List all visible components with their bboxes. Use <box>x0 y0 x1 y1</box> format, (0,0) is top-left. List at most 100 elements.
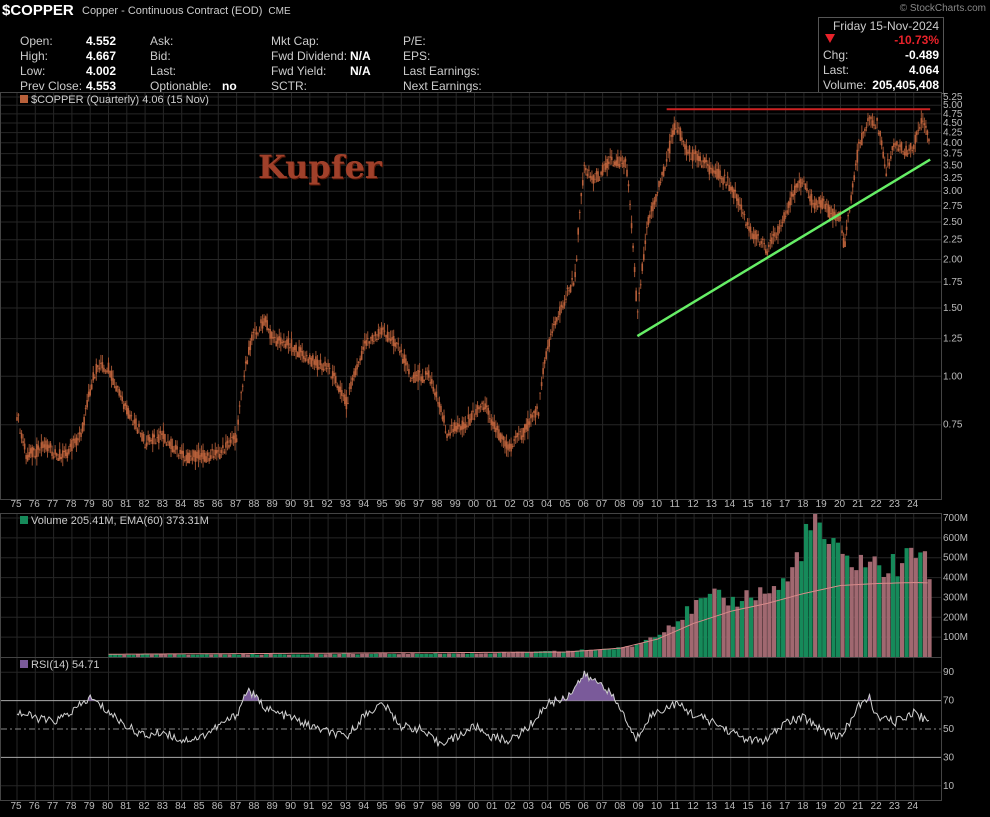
x-tick-label: 14 <box>724 499 736 510</box>
price-candle <box>452 428 454 433</box>
volume-panel[interactable] <box>0 504 942 658</box>
quote-date: Friday 15-Nov-2024 <box>832 19 939 33</box>
price-candle <box>229 439 232 443</box>
volume-bar <box>721 597 726 657</box>
price-candle <box>395 342 398 344</box>
price-candle <box>653 200 656 205</box>
price-candle <box>665 159 668 162</box>
price-candle <box>481 402 483 405</box>
price-candle <box>717 168 720 178</box>
price-axis: 5.255.004.754.504.254.003.753.50 3.25 3.00… <box>943 92 963 431</box>
price-candle <box>25 455 27 459</box>
price-candle <box>766 251 769 255</box>
volume-bar <box>286 654 292 657</box>
price-candle <box>124 403 127 406</box>
price-candle <box>78 432 81 435</box>
price-candle <box>752 234 755 240</box>
price-candle <box>63 450 66 452</box>
price-candle <box>325 367 328 370</box>
rsi-panel[interactable] <box>0 657 942 801</box>
price-candle <box>815 199 817 206</box>
price-candle <box>798 180 801 184</box>
price-candle <box>269 329 271 339</box>
price-candle <box>286 339 288 346</box>
price-candle <box>876 117 878 121</box>
volume-bar <box>781 578 786 657</box>
x-tick-label: 82 <box>138 801 150 812</box>
eps-label: EPS: <box>403 49 431 63</box>
x-tick-label: 80 <box>101 499 114 510</box>
volume-bar <box>767 593 772 657</box>
x-tick-label: 22 <box>870 499 882 510</box>
price-candle <box>455 426 457 432</box>
price-candle <box>490 419 493 426</box>
price-candle <box>334 376 337 383</box>
price-candle <box>257 333 259 335</box>
prevclose-label: Prev Close: <box>20 79 83 93</box>
price-candle <box>768 244 770 247</box>
price-candle <box>48 445 50 449</box>
volume-bar <box>607 648 612 657</box>
price-candle <box>97 365 99 368</box>
price-candle <box>827 204 830 218</box>
volume-bar <box>149 654 154 657</box>
price-candle <box>607 161 610 165</box>
price-candle <box>746 222 749 225</box>
price-candle <box>61 450 64 458</box>
price-candle <box>915 131 918 136</box>
volume-bar <box>698 598 703 657</box>
price-candle <box>787 201 790 208</box>
volume-bar <box>506 652 511 657</box>
price-candle <box>49 443 52 448</box>
price-candle <box>821 198 823 210</box>
price-candle <box>496 425 499 431</box>
x-tick-label: 98 <box>431 801 443 812</box>
price-candle <box>886 159 889 161</box>
price-candle <box>316 359 319 370</box>
volume-bar <box>469 653 475 657</box>
price-candle <box>292 347 294 352</box>
x-tick-label: 18 <box>797 801 809 812</box>
volume-bar <box>657 634 662 657</box>
price-candle <box>600 171 602 175</box>
price-candle <box>900 142 903 151</box>
price-candle <box>331 371 334 379</box>
price-candle <box>707 163 709 166</box>
price-candle <box>165 444 168 446</box>
price-candle <box>816 205 819 208</box>
x-tick-label: 92 <box>321 801 333 812</box>
price-candle <box>871 120 874 126</box>
price-candle <box>193 450 195 458</box>
price-candle <box>685 145 688 155</box>
price-candle <box>919 127 921 129</box>
price-candle <box>437 402 439 404</box>
price-candle <box>171 445 174 453</box>
price-panel[interactable] <box>0 92 942 500</box>
volume-bar <box>826 543 831 657</box>
price-candle <box>537 412 540 417</box>
price-candle <box>818 196 820 204</box>
price-candle <box>142 433 145 442</box>
price-candle <box>836 217 839 219</box>
price-candle <box>568 290 570 292</box>
price-candle <box>682 140 685 142</box>
volume-bar <box>529 652 534 657</box>
price-candle <box>109 370 111 378</box>
price-candle <box>388 338 390 340</box>
price-candle <box>789 197 791 206</box>
price-candle <box>589 175 592 179</box>
price-candle <box>17 414 20 416</box>
volume-bar <box>776 589 781 657</box>
price-candle <box>467 414 470 419</box>
stockcharts-credit[interactable]: © StockCharts.com <box>899 3 986 14</box>
price-candle <box>533 410 535 414</box>
price-candle <box>182 450 185 458</box>
price-candle <box>545 351 547 359</box>
price-candle <box>703 157 706 164</box>
x-tick-label: 83 <box>156 499 168 510</box>
x-tick-label: 87 <box>230 801 242 812</box>
price-candle <box>173 449 175 453</box>
volume-bar <box>442 653 447 657</box>
volume-bar <box>172 654 177 657</box>
price-candle <box>429 381 432 384</box>
